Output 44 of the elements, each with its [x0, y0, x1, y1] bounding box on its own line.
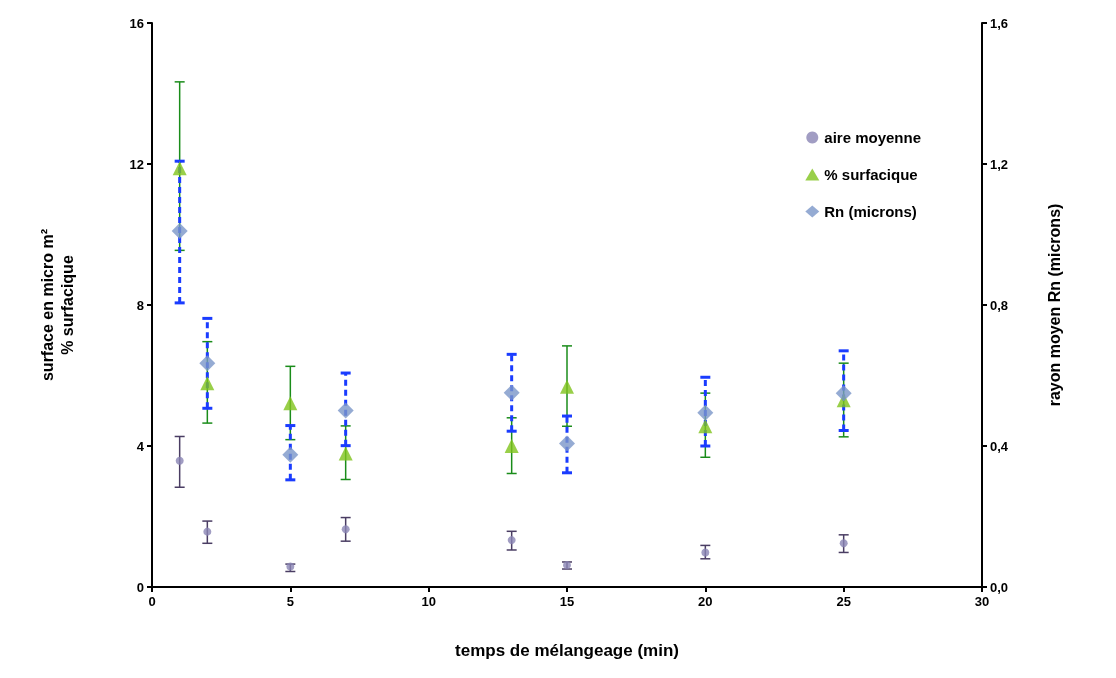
point	[172, 161, 187, 176]
point	[698, 419, 713, 434]
y2-tick-label: 0,8	[990, 297, 1009, 313]
x-axis-title: temps de mélangeage (min)	[455, 641, 679, 660]
point	[199, 355, 216, 372]
point	[282, 446, 299, 463]
point	[503, 384, 520, 401]
point	[835, 385, 852, 402]
y2-tick-label: 1,2	[990, 156, 1009, 172]
y2-tick-label: 1,6	[990, 15, 1009, 31]
legend-label: % surfacique	[824, 166, 918, 183]
y-tick-label: 12	[129, 156, 144, 172]
legend-label: Rn (microns)	[824, 203, 917, 220]
y2-axis-title: rayon moyen Rn (microns)	[1045, 203, 1063, 407]
point	[338, 446, 353, 461]
x-tick-label: 15	[559, 594, 575, 609]
point	[559, 435, 575, 452]
point	[171, 222, 188, 239]
y-axis-title: surface en micro m² % surfacique	[38, 228, 76, 382]
x-tick-label: 25	[836, 594, 851, 609]
point	[337, 402, 354, 419]
point	[701, 548, 710, 557]
point	[341, 525, 350, 534]
point	[839, 539, 848, 548]
point	[175, 456, 184, 465]
point	[200, 376, 215, 391]
x-tick-label: 30	[974, 594, 990, 609]
point	[504, 439, 519, 453]
y2-tick-label: 0,4	[990, 438, 1009, 454]
x-tick-label: 10	[421, 594, 436, 609]
point	[560, 379, 574, 394]
point	[203, 527, 212, 536]
x-tick-label: 5	[286, 594, 294, 609]
point	[697, 404, 714, 421]
x-tick-label: 0	[148, 594, 156, 609]
y-tick-label: 0	[136, 579, 144, 595]
y-tick-label: 4	[136, 438, 145, 454]
legend-label: aire moyenne	[824, 129, 922, 146]
y-tick-label: 8	[136, 297, 144, 313]
y-tick-label: 16	[129, 15, 144, 31]
point	[283, 396, 298, 411]
x-tick-label: 20	[698, 594, 713, 609]
y2-tick-label: 0,0	[990, 579, 1009, 595]
point	[507, 536, 516, 545]
